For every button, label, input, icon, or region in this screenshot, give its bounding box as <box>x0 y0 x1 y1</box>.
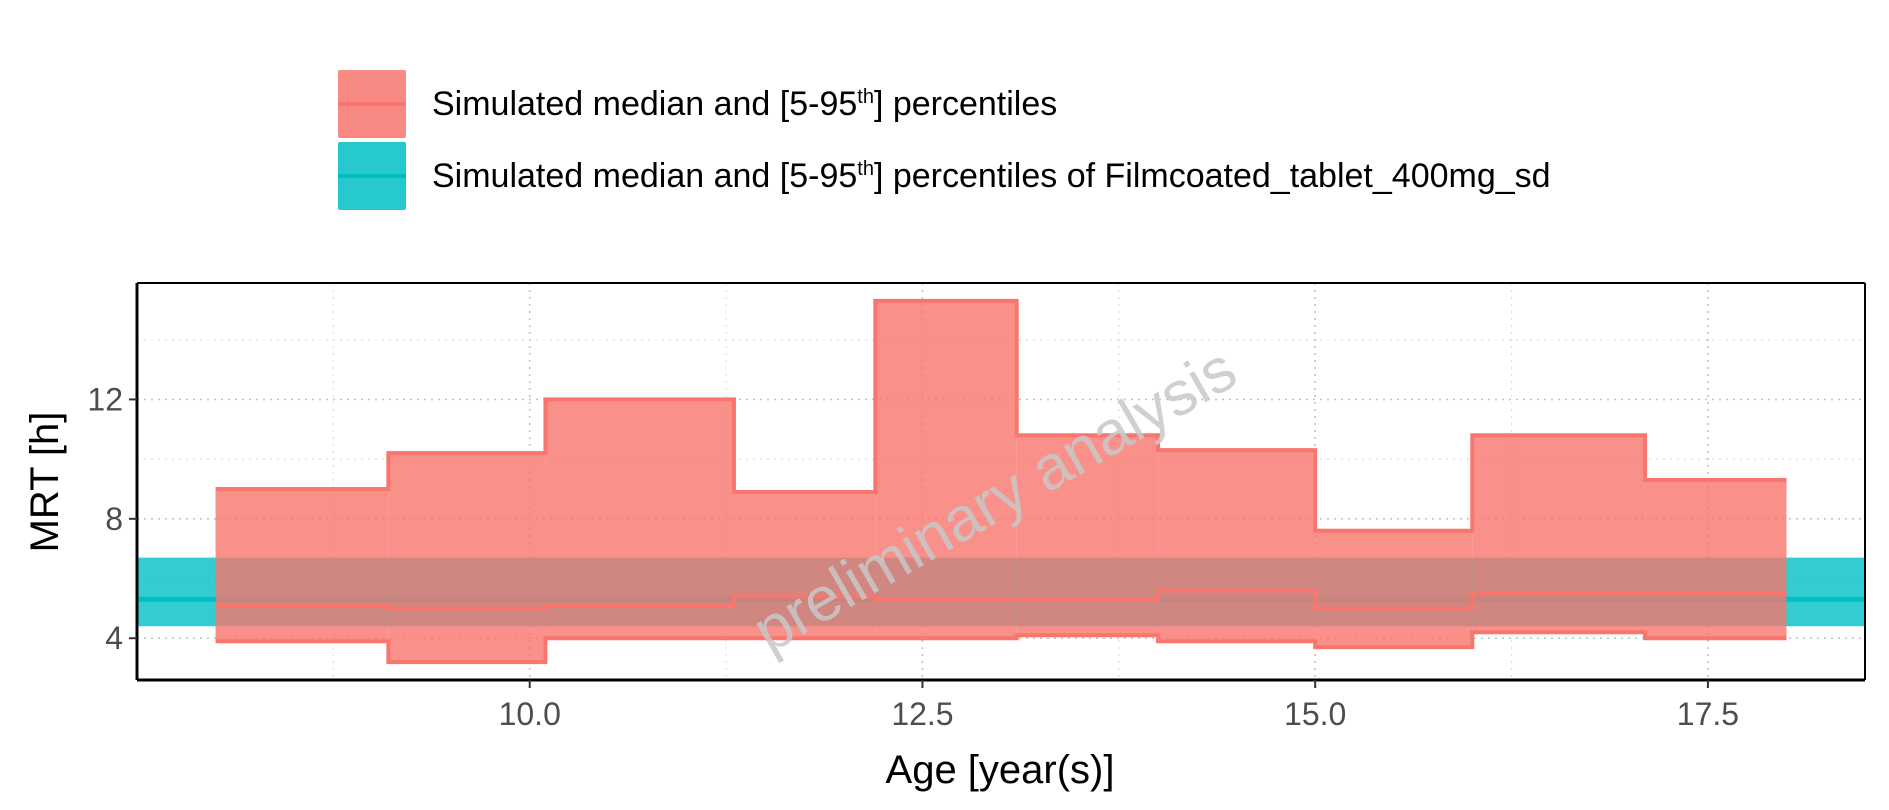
lower-percentile-line <box>215 630 1787 665</box>
ribbon-bin <box>388 453 546 663</box>
x-tick-label: 10.0 <box>499 696 561 732</box>
y-axis-title: MRT [h] <box>23 412 67 553</box>
ribbon-bin <box>733 491 876 639</box>
legend-key-simulated <box>338 70 406 138</box>
median-line <box>215 588 1787 611</box>
ribbon-bin <box>215 488 389 642</box>
axis-layer: 10.0 12.5 15.0 17.5 4 8 12 <box>87 282 1866 732</box>
legend-label-filmcoated: Simulated median and [5-95th] percentile… <box>432 157 1551 195</box>
ribbon-bin <box>875 300 1017 639</box>
upper-percentile-line <box>215 298 1787 533</box>
x-tick-label: 17.5 <box>1677 696 1739 732</box>
y-tick-label: 4 <box>105 620 123 656</box>
x-tick-label: 15.0 <box>1284 696 1346 732</box>
ribbon-bin <box>545 399 734 639</box>
x-tick-label: 12.5 <box>891 696 953 732</box>
ribbon-layer <box>215 298 1787 665</box>
ribbon-bin <box>1472 435 1646 633</box>
ribbon-bin <box>1158 450 1316 642</box>
ribbon-bin <box>1645 480 1787 639</box>
ribbon-bin <box>1016 435 1159 636</box>
legend-label-simulated: Simulated median and [5-95th] percentile… <box>432 85 1058 123</box>
y-tick-label: 8 <box>105 501 123 537</box>
ribbon-bin <box>1315 530 1473 648</box>
y-tick-label: 12 <box>87 381 123 417</box>
x-axis-title: Age [year(s)] <box>886 748 1115 792</box>
legend-key-filmcoated <box>338 142 406 210</box>
